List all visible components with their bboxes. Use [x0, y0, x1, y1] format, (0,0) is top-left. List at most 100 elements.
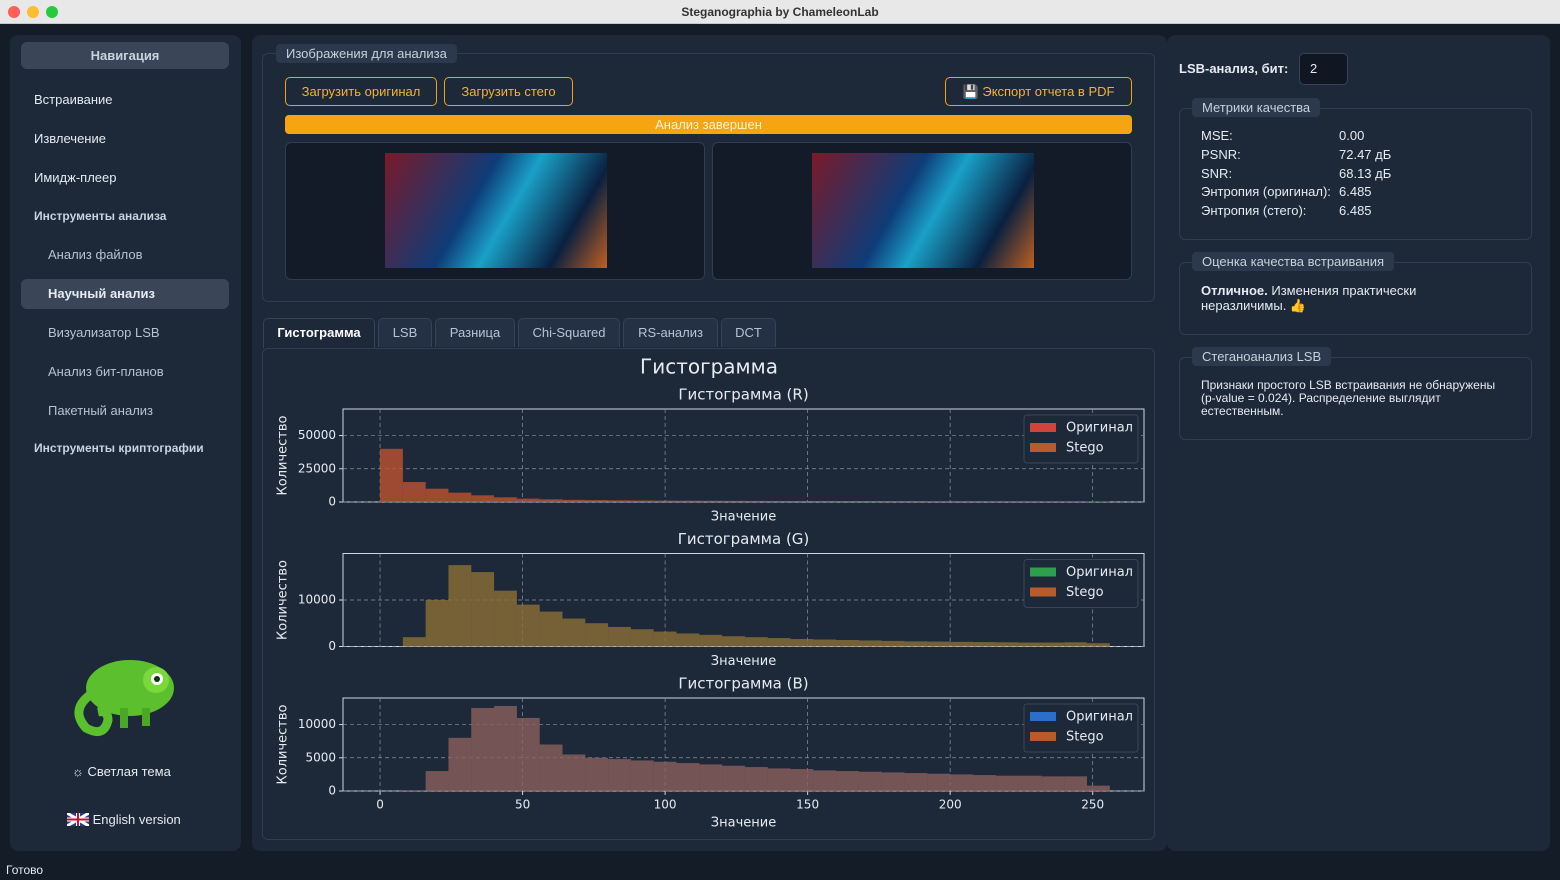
chart-title: Гистограмма (B) [678, 675, 808, 693]
x-tick-label: 200 [939, 798, 962, 812]
legend-swatch [1030, 423, 1056, 432]
y-axis-label: Количество [276, 560, 291, 640]
load-stego-button[interactable]: Загрузить стего [444, 77, 573, 106]
lsb-label: LSB-анализ, бит: [1179, 61, 1289, 76]
tab[interactable]: Разница [435, 318, 515, 347]
stego-image-frame [712, 142, 1132, 280]
quality-description: Изменения практически неразличимы. 👍 [1201, 283, 1417, 313]
histogram-bar [744, 637, 768, 647]
tab[interactable]: LSB [378, 318, 432, 347]
histogram-bar [585, 623, 609, 647]
nav-item[interactable]: Имидж-плеер [34, 170, 117, 185]
nav-item[interactable]: Анализ бит-планов [48, 364, 164, 379]
histogram-bar [767, 500, 791, 502]
histogram-bar [1018, 642, 1042, 647]
minimize-button[interactable] [27, 6, 39, 18]
nav-item[interactable]: Встраивание [34, 92, 113, 107]
histogram-bar [1064, 642, 1087, 647]
histogram-bar [927, 641, 951, 647]
y-tick-label: 0 [328, 784, 336, 798]
histogram-bar [539, 744, 563, 791]
histogram-bar [836, 639, 859, 647]
load-original-button[interactable]: Загрузить оригинал [285, 77, 437, 106]
x-axis-label: Значение [711, 816, 776, 831]
histogram-bar [881, 640, 905, 647]
tab[interactable]: DCT [721, 318, 776, 347]
histogram-bar [608, 500, 631, 502]
tab-active[interactable]: Гистограмма [263, 318, 375, 348]
tab[interactable]: Chi-Squared [518, 318, 620, 347]
logo [74, 660, 174, 737]
sidebar: Навигация Встраивание Извлечение Имидж-п… [10, 35, 241, 851]
x-tick-label: 250 [1081, 798, 1104, 812]
histogram-bar [972, 642, 996, 647]
histogram-bar [1018, 775, 1042, 791]
histogram-bar [950, 501, 973, 502]
histogram-bar [653, 631, 677, 647]
histogram-bar [630, 500, 654, 502]
histogram-bar [676, 500, 700, 502]
histogram-bar [562, 618, 586, 647]
group-title: Оценка качества встраивания [1192, 252, 1395, 271]
stego-image [812, 153, 1034, 268]
close-button[interactable] [8, 6, 20, 18]
nav-item[interactable]: Визуализатор LSB [48, 325, 160, 340]
histogram-bar [608, 759, 631, 791]
tab[interactable]: RS-анализ [623, 318, 718, 347]
histogram-bar [904, 641, 928, 647]
y-axis-label: Количество [276, 704, 291, 784]
nav-item[interactable]: Анализ файлов [48, 247, 143, 262]
legend-label: Stego [1066, 441, 1104, 456]
histogram-bar [471, 495, 495, 502]
histogram-bar [972, 775, 996, 791]
nav-item[interactable]: Извлечение [34, 131, 106, 146]
histogram-bar [448, 737, 472, 791]
theme-label: Светлая тема [87, 764, 171, 779]
metric-value: 6.485 [1339, 184, 1372, 199]
histogram-bar [562, 754, 586, 791]
histogram-bar [904, 501, 928, 502]
status-bar: Готово [6, 863, 44, 877]
histogram-bar [858, 771, 882, 791]
histogram-bar [585, 757, 609, 791]
histogram-bar [448, 492, 472, 502]
histogram-bar [972, 501, 996, 502]
histogram-bar [494, 590, 517, 647]
histogram-bar [676, 763, 700, 791]
nav-section[interactable]: Инструменты криптографии [34, 441, 204, 455]
histogram-bar [1041, 501, 1065, 502]
language-toggle[interactable]: English version [66, 811, 181, 828]
legend-label: Stego [1066, 585, 1104, 600]
y-tick-label: 5000 [305, 750, 336, 764]
y-tick-label: 50000 [298, 428, 336, 442]
metric-label: Энтропия (стего): [1201, 203, 1307, 218]
export-pdf-button[interactable]: 💾 Экспорт отчета в PDF [945, 77, 1132, 106]
metric-label: PSNR: [1201, 147, 1241, 162]
zoom-button[interactable] [46, 6, 58, 18]
histogram-bar [722, 500, 745, 502]
nav-section[interactable]: Инструменты анализа [34, 209, 167, 223]
x-tick-label: 50 [515, 798, 530, 812]
chart-title: Гистограмма (R) [678, 386, 808, 404]
histogram-bar [836, 501, 859, 502]
steganalysis-text: Признаки простого LSB встраивания не обн… [1201, 378, 1496, 418]
histogram-bar [790, 639, 814, 647]
histogram-bar [653, 761, 677, 791]
theme-toggle[interactable]: ☼ Светлая тема [72, 764, 171, 779]
x-tick-label: 0 [376, 798, 384, 812]
histogram-bar [744, 500, 768, 502]
x-axis-label: Значение [711, 510, 776, 525]
histogram-bar [562, 499, 586, 502]
legend-swatch [1030, 567, 1056, 577]
group-title: Изображения для анализа [276, 44, 457, 63]
export-label: Экспорт отчета в PDF [982, 84, 1115, 99]
histogram-bar [676, 633, 700, 647]
uk-flag [66, 811, 90, 828]
y-tick-label: 10000 [298, 593, 336, 607]
nav-item[interactable]: Пакетный анализ [48, 403, 154, 418]
nav-item-selected[interactable]: Научный анализ [48, 286, 155, 301]
histogram-bar [767, 638, 791, 647]
histogram-bar [790, 769, 814, 791]
lsb-spinbox[interactable]: 2 [1299, 53, 1348, 85]
histogram-bar [516, 604, 540, 647]
